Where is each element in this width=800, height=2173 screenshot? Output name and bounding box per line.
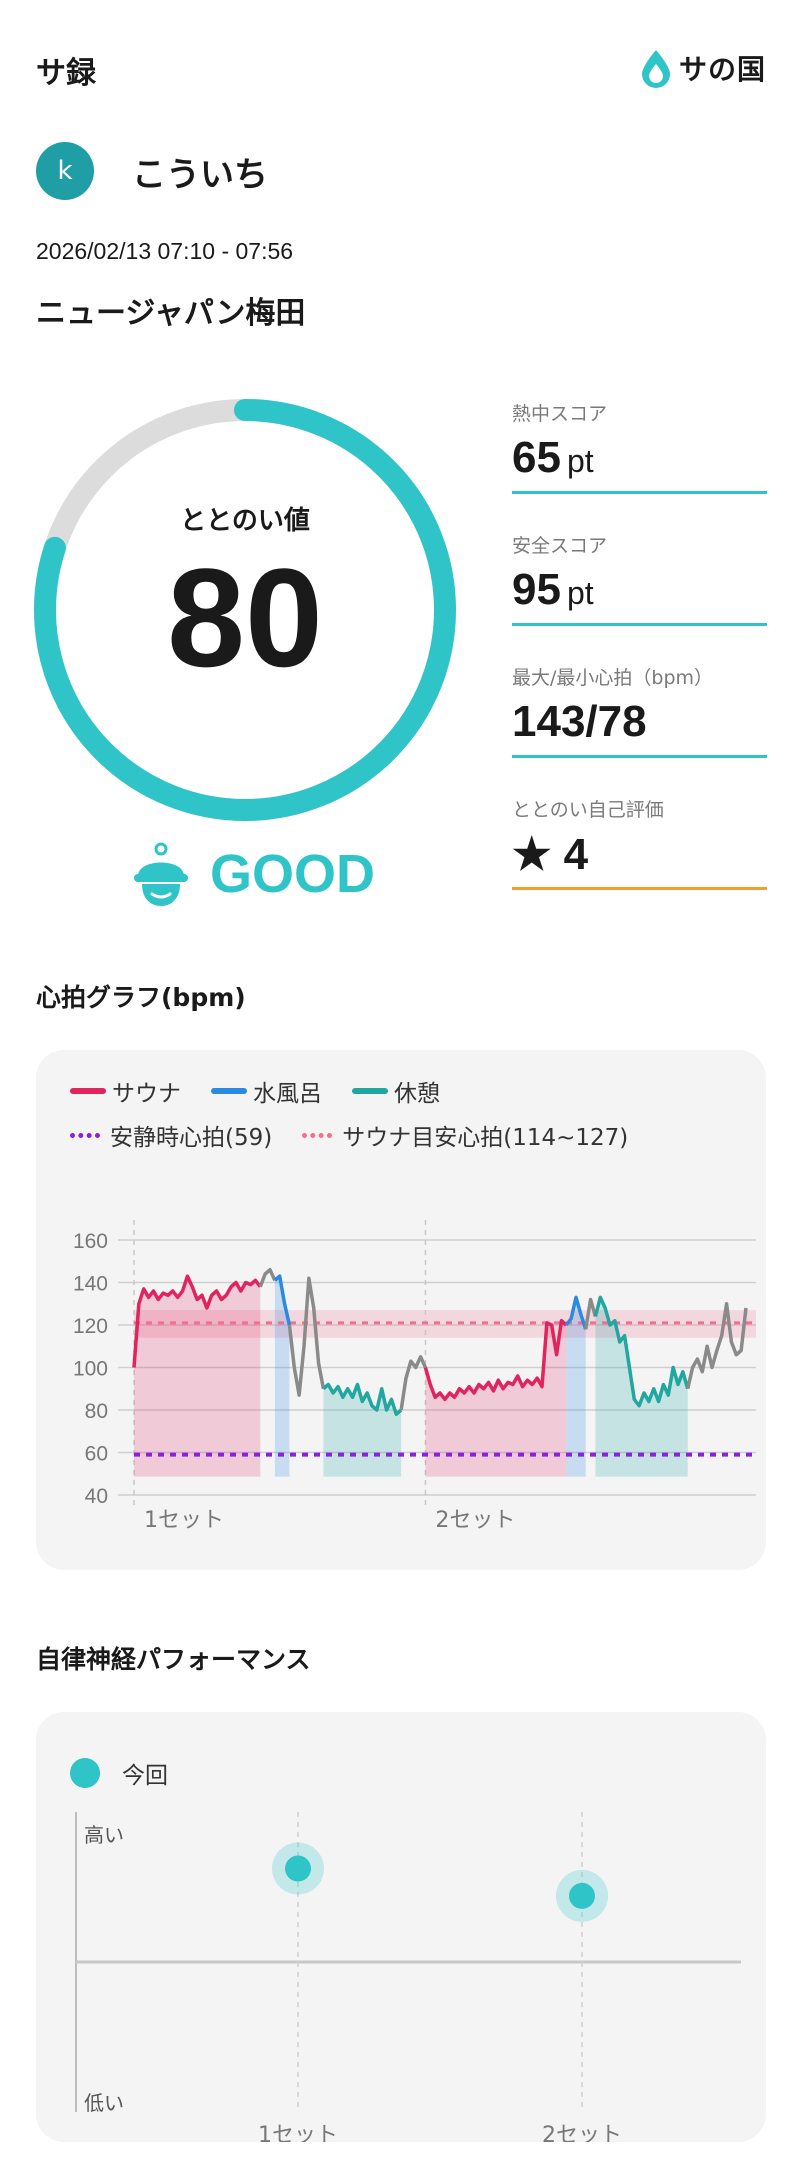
hr-line-gap — [258, 1268, 277, 1288]
metric-value: 95 pt — [512, 565, 594, 614]
hr-area-sauna — [134, 1276, 261, 1477]
legend-swatch — [70, 1132, 100, 1138]
rating-badge: GOOD — [130, 840, 375, 908]
hr-line-sauna — [423, 1319, 568, 1402]
y-tick-label: 120 — [73, 1315, 108, 1338]
score-value: 80 — [167, 539, 323, 696]
metric-value: 65 pt — [512, 433, 594, 482]
hr-line-cold — [273, 1274, 292, 1326]
logo-text: サの国 — [678, 53, 766, 86]
heart-legend-row-2: 安静時心拍(59) サウナ目安心拍(114~127) — [70, 1118, 658, 1152]
metric-divider — [512, 491, 767, 494]
hr-line-gap — [287, 1276, 326, 1397]
set-label: 1セット — [144, 1508, 224, 1533]
metric-label: 最大/最小心拍（bpm） — [512, 667, 714, 689]
score-label: ととのい値 — [180, 506, 310, 536]
y-tick-label: 40 — [85, 1485, 108, 1508]
legend-label: 今回 — [122, 1763, 168, 1789]
metric-heart-rate: 最大/最小心拍（bpm） 143/78 — [512, 659, 767, 791]
metric-divider — [512, 755, 767, 758]
metric-self-rating: ととのい自己評価 ★ 4 — [512, 791, 767, 923]
session-datetime: 2026/02/13 07:10 - 07:56 — [36, 238, 294, 264]
y-tick-label: 160 — [73, 1230, 108, 1253]
hr-area-cold — [566, 1297, 586, 1477]
legend-swatch — [302, 1132, 333, 1138]
metric-safety-score: 安全スコア 95 pt — [512, 527, 767, 659]
heart-graph-card: サウナ 水風呂 休憩 安静時心拍(59) サウナ目安心拍(114~127) 16… — [36, 1050, 766, 1570]
heart-rate-chart: 160 140 120 100 80 60 40 1セット 2セット — [73, 1220, 756, 1533]
metrics-list: 熱中スコア 65 pt 安全スコア 95 pt 最大/最小心拍（bpm） 143/7… — [512, 395, 767, 923]
y-tick-label: 100 — [73, 1358, 108, 1381]
y-tick-label: 80 — [85, 1400, 108, 1423]
ans-point — [285, 1855, 311, 1882]
sauna-hat-icon — [134, 842, 188, 906]
user-row: k こういち — [36, 142, 268, 200]
heart-graph-title: 心拍グラフ(bpm) — [36, 983, 246, 1012]
metric-unit: pt — [566, 443, 594, 479]
y-tick-label: 60 — [85, 1443, 108, 1466]
water-drop-icon — [641, 50, 670, 88]
metric-label: 安全スコア — [512, 535, 608, 557]
ans-card: 今回 高い低い 1セット 2セット — [36, 1712, 766, 2142]
metric-heat-score: 熱中スコア 65 pt — [512, 395, 767, 527]
legend-label: サウナ目安心拍(114~127) — [342, 1125, 629, 1151]
app-logo[interactable]: サの国 — [639, 48, 766, 88]
user-name: こういち — [132, 154, 268, 195]
y-label-low: 低い — [84, 2091, 124, 2115]
hr-line-gap — [399, 1355, 428, 1411]
metric-value: ★ 4 — [512, 830, 589, 879]
hr-line-rest — [322, 1382, 403, 1416]
metric-divider — [512, 623, 767, 626]
hr-line-gap — [583, 1297, 598, 1330]
x-tick-label: 1セット — [258, 2123, 338, 2142]
legend-label: サウナ — [112, 1081, 181, 1107]
legend-label: 安静時心拍(59) — [110, 1125, 273, 1151]
legend-swatch — [352, 1088, 388, 1094]
hr-line-rest — [593, 1295, 690, 1408]
legend-label: 休憩 — [394, 1081, 440, 1107]
hr-area-cold — [274, 1276, 290, 1477]
facility-name: ニュージャパン梅田 — [36, 296, 306, 331]
metric-divider — [512, 887, 767, 890]
x-tick-label: 2セット — [542, 2123, 622, 2142]
metric-label: 熱中スコア — [512, 403, 608, 425]
legend-swatch — [211, 1088, 247, 1094]
app-header: サ録 サの国 — [36, 44, 766, 92]
legend-resting-hr: 安静時心拍(59) — [70, 1118, 272, 1152]
legend-swatch — [70, 1088, 106, 1094]
hr-line-sauna — [132, 1274, 262, 1368]
hr-area-sauna — [425, 1320, 567, 1477]
hr-line-gap — [686, 1302, 748, 1390]
legend-label: 水風呂 — [253, 1081, 322, 1107]
score-ring — [34, 399, 456, 821]
y-tick-label: 140 — [73, 1273, 108, 1296]
score-ring-progress — [34, 399, 456, 821]
metric-label: ととのい自己評価 — [512, 799, 664, 821]
rating-text: GOOD — [210, 844, 376, 904]
legend-dot — [70, 1758, 100, 1788]
ans-legend: 今回 — [70, 1756, 168, 1790]
legend-rest: 休憩 — [352, 1074, 440, 1108]
y-label-high: 高い — [84, 1823, 124, 1847]
ans-point — [569, 1882, 595, 1909]
set-label: 2セット — [435, 1508, 515, 1533]
heart-legend-row-1: サウナ 水風呂 休憩 — [70, 1074, 470, 1108]
hr-line-cold — [564, 1295, 588, 1330]
metric-value: 143/78 — [512, 697, 647, 746]
app-title: サ録 — [36, 56, 96, 91]
metric-unit: pt — [566, 575, 594, 611]
legend-target-hr: サウナ目安心拍(114~127) — [302, 1118, 628, 1152]
legend-cold: 水風呂 — [211, 1074, 322, 1108]
ans-title: 自律神経パフォーマンス — [36, 1645, 311, 1674]
legend-sauna: サウナ — [70, 1074, 181, 1108]
avatar[interactable]: k — [36, 142, 94, 200]
